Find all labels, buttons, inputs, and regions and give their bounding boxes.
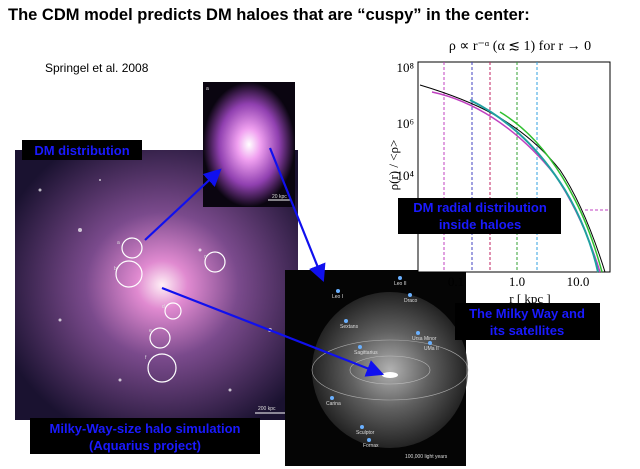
- satellite-dot: [336, 289, 340, 293]
- subhalo-letter: c: [204, 254, 207, 260]
- formula: ρ ∝ r⁻ᵅ (α ≲ 1) for r → 0: [449, 39, 591, 54]
- x-tick-label: 0.1: [448, 274, 464, 289]
- scale-label: 20 kpc: [272, 194, 287, 200]
- panel-letter: a: [206, 86, 209, 92]
- zoom-image: a 20 kpc: [203, 82, 295, 207]
- satellite-dot: [367, 438, 371, 442]
- label: Milky-Way-size halo simulation: [50, 421, 241, 436]
- x-tick-label: 1.0: [509, 274, 525, 289]
- satellite-name: Sextans: [340, 324, 359, 330]
- satellite-dot: [428, 341, 432, 345]
- y-tick-label: 10⁸: [396, 60, 414, 75]
- density-plot: ρ ∝ r⁻ᵅ (α ≲ 1) for r → 0 10⁸ 10⁶ 10⁴ 0.…: [386, 39, 611, 306]
- satellite-dot: [398, 276, 402, 280]
- satellite-name: Leo I: [332, 294, 343, 300]
- subhalo-letter: b: [114, 266, 117, 272]
- x-tick-label: 10.0: [567, 274, 590, 289]
- satellite-name: Fornax: [363, 443, 379, 449]
- label: inside haloes: [439, 217, 521, 232]
- satellite-name: UMa II: [424, 346, 439, 352]
- label: DM radial distribution: [413, 200, 547, 215]
- subhalo-letter: e: [149, 328, 152, 334]
- label: (Aquarius project): [89, 438, 201, 453]
- scale-label: 100,000 light years: [405, 454, 448, 460]
- satellite-name: Ursa Minor: [412, 336, 437, 342]
- arrows: [144, 147, 385, 377]
- label: its satellites: [490, 323, 564, 338]
- milky-way-image: Leo I Leo II Sextans Carina Sculptor Fornax Dr…: [285, 270, 469, 466]
- satellite-dot: [360, 425, 364, 429]
- y-tick-label: 10⁴: [396, 168, 414, 183]
- satellite-dot: [344, 319, 348, 323]
- label: The Milky Way and: [469, 306, 585, 321]
- title: The CDM model predicts DM haloes that ar…: [8, 6, 530, 24]
- satellite-name: Carina: [326, 401, 341, 407]
- citation: Springel et al. 2008: [45, 61, 149, 75]
- satellite-name: Leo II: [394, 281, 407, 287]
- label: DM distribution: [34, 143, 129, 158]
- x-axis-label: r [ kpc ]: [509, 291, 551, 306]
- subhalo-letter: d: [162, 304, 165, 310]
- subhalo-letter: f: [145, 355, 147, 361]
- satellite-dot: [330, 396, 334, 400]
- satellite-dot: [358, 345, 362, 349]
- satellite-name: Draco: [404, 298, 418, 304]
- y-tick-label: 10⁶: [396, 116, 414, 131]
- y-axis-label: ρ(r) / <ρ>: [386, 140, 401, 191]
- satellite-dot: [408, 293, 412, 297]
- satellite-dot: [416, 331, 420, 335]
- scale-label: 200 kpc: [258, 406, 276, 412]
- subhalo-letter: a: [117, 240, 120, 246]
- satellite-name: Sculptor: [356, 430, 375, 436]
- satellite-name: Sagittarius: [354, 350, 378, 356]
